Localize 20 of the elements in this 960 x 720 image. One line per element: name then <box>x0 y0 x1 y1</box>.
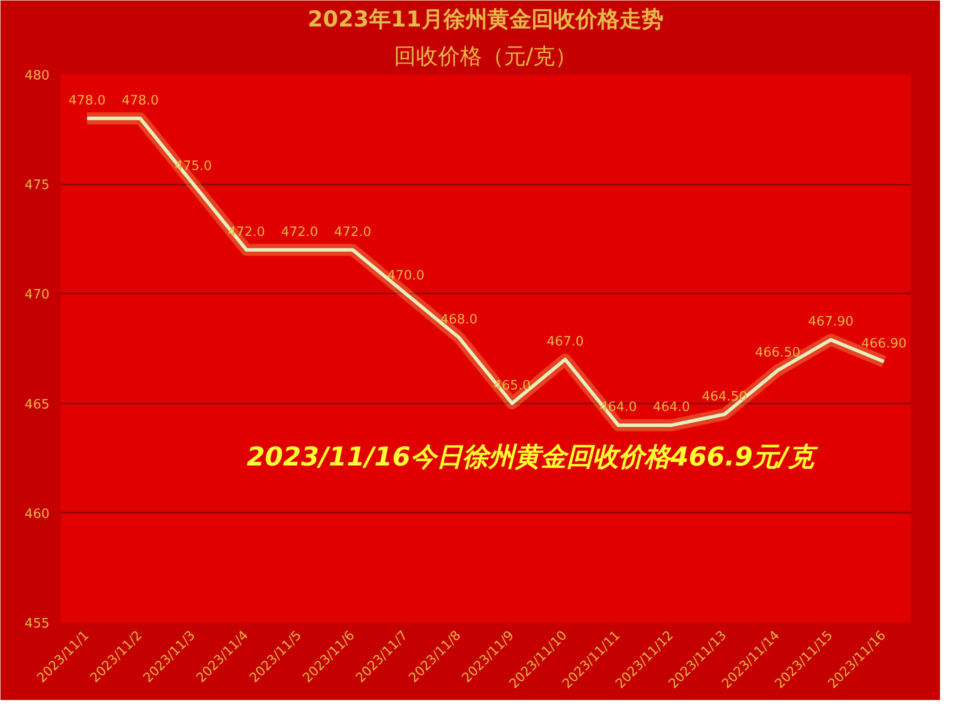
data-label: 470.0 <box>387 268 424 284</box>
data-label: 466.50 <box>754 345 800 360</box>
data-label: 467.0 <box>546 334 584 350</box>
chart-title: 2023年11月徐州黄金回收价格走势 <box>308 8 664 32</box>
chart-subtitle: 回收价格（元/克） <box>394 44 578 70</box>
y-tick-label: 470 <box>24 288 50 303</box>
y-tick-label: 480 <box>24 68 50 84</box>
data-label: 472.0 <box>280 224 318 240</box>
y-tick-label: 465 <box>24 397 50 412</box>
y-tick-label: 460 <box>24 506 50 522</box>
data-label: 468.0 <box>440 312 478 328</box>
data-label: 464.0 <box>652 400 690 416</box>
annotation: 2023/11/16今日徐州黄金回收价格466.9元/克 <box>246 442 820 472</box>
y-tick-label: 455 <box>24 616 50 632</box>
data-label: 472.0 <box>334 224 372 240</box>
data-label: 478.0 <box>68 93 106 108</box>
data-label: 467.90 <box>808 314 854 330</box>
y-tick-label: 475 <box>24 178 50 194</box>
data-label: 466.90 <box>861 336 907 352</box>
data-label: 478.0 <box>122 93 159 108</box>
